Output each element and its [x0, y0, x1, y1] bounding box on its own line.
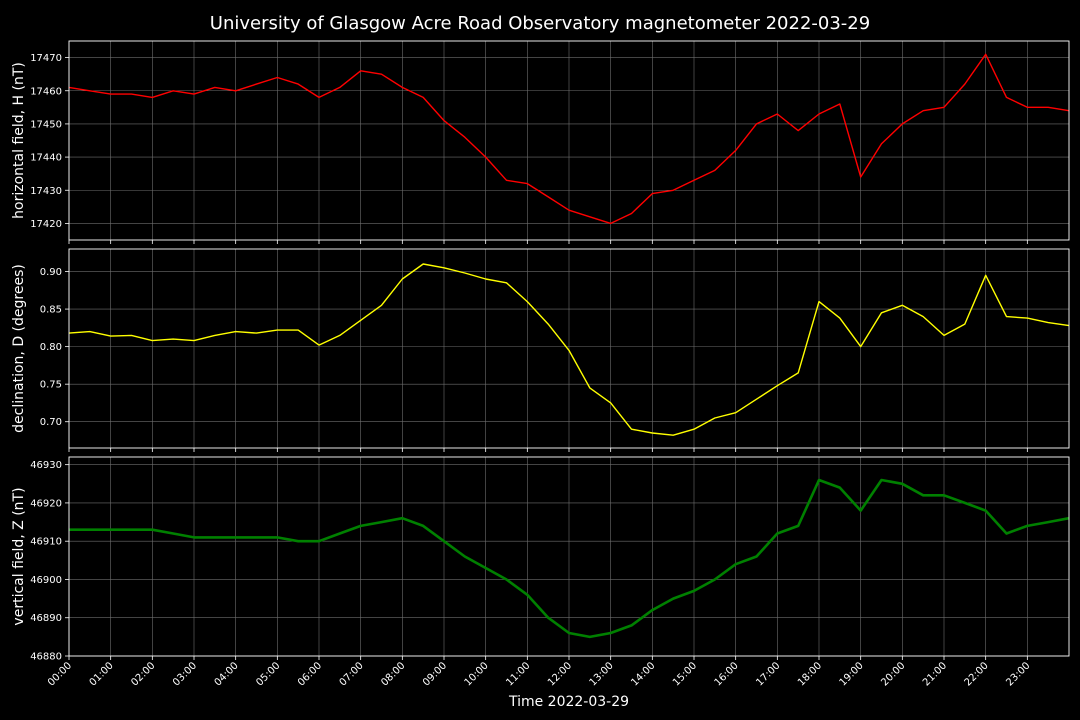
y-tick-label: 0.70 — [40, 417, 62, 428]
x-tick-label: 02:00 — [129, 660, 157, 688]
x-tick-label: 13:00 — [588, 660, 616, 688]
panel-frame — [68, 456, 1070, 657]
x-tick-label: 20:00 — [879, 660, 907, 688]
x-tick-label: 07:00 — [338, 660, 366, 688]
y-tick-label: 0.80 — [40, 342, 62, 353]
x-axis-title: Time 2022-03-29 — [508, 694, 629, 710]
x-tick-label: 08:00 — [379, 660, 407, 688]
x-tick-label: 03:00 — [171, 660, 199, 688]
panel-3: 46880 46890 46900 46910 46920 46930 vertical f… — [11, 456, 1070, 663]
panel-frame — [68, 248, 1070, 449]
x-tick-label: 04:00 — [213, 660, 241, 688]
series-line-1 — [68, 53, 1070, 225]
x-tick-label: 12:00 — [546, 660, 574, 688]
y-tick-label: 46930 — [30, 460, 62, 471]
y-axis-title-3: vertical field, Z (nT) — [11, 487, 27, 625]
panel-1: 17420 17430 17440 17450 17460 17470horizontal… — [11, 40, 1070, 244]
y-tick-label: 46900 — [30, 575, 62, 586]
y-tick-label: 17420 — [30, 219, 62, 230]
x-tick-label: 00:00 — [46, 660, 74, 688]
y-tick-label: 46880 — [30, 652, 62, 663]
x-tick-label: 22:00 — [963, 660, 991, 688]
x-tick-label: 21:00 — [921, 660, 949, 688]
x-tick-label: 17:00 — [754, 660, 782, 688]
series-line-2 — [68, 263, 1070, 436]
y-tick-label: 17430 — [30, 186, 62, 197]
x-tick-label: 15:00 — [671, 660, 699, 688]
y-tick-label: 0.90 — [40, 267, 62, 278]
y-tick-label: 46910 — [30, 537, 62, 548]
y-tick-label: 0.75 — [40, 380, 62, 391]
x-tick-label: 05:00 — [254, 660, 282, 688]
x-tick-label: 14:00 — [629, 660, 657, 688]
y-tick-label: 0.85 — [40, 305, 62, 316]
y-tick-label: 17440 — [30, 153, 62, 164]
y-axis-title-2: declination, D (degrees) — [11, 264, 27, 433]
x-tick-label: 11:00 — [504, 660, 532, 688]
panel-frame — [68, 40, 1070, 241]
chart-title: University of Glasgow Acre Road Observat… — [210, 13, 870, 34]
y-tick-label: 17450 — [30, 119, 62, 130]
y-axis-title-1: horizontal field, H (nT) — [11, 62, 27, 219]
y-tick-label: 17470 — [30, 53, 62, 64]
panels-group: 17420 17430 17440 17450 17460 17470horizontal… — [11, 40, 1070, 689]
x-tick-label: 06:00 — [296, 660, 324, 688]
series-line-3 — [69, 478, 1070, 639]
x-tick-label: 16:00 — [713, 660, 741, 688]
x-tick-label: 19:00 — [838, 660, 866, 688]
y-tick-label: 46890 — [30, 613, 62, 624]
x-tick-label: 18:00 — [796, 660, 824, 688]
x-tick-label: 23:00 — [1004, 660, 1032, 688]
x-tick-label: 09:00 — [421, 660, 449, 688]
y-tick-label: 46920 — [30, 498, 62, 509]
y-tick-label: 17460 — [30, 86, 62, 97]
x-tick-label: 01:00 — [88, 660, 116, 688]
x-tick-label: 10:00 — [463, 660, 491, 688]
panel-2: 0.70 0.75 0.80 0.85 0.90 declination, D (degr… — [11, 248, 1070, 452]
